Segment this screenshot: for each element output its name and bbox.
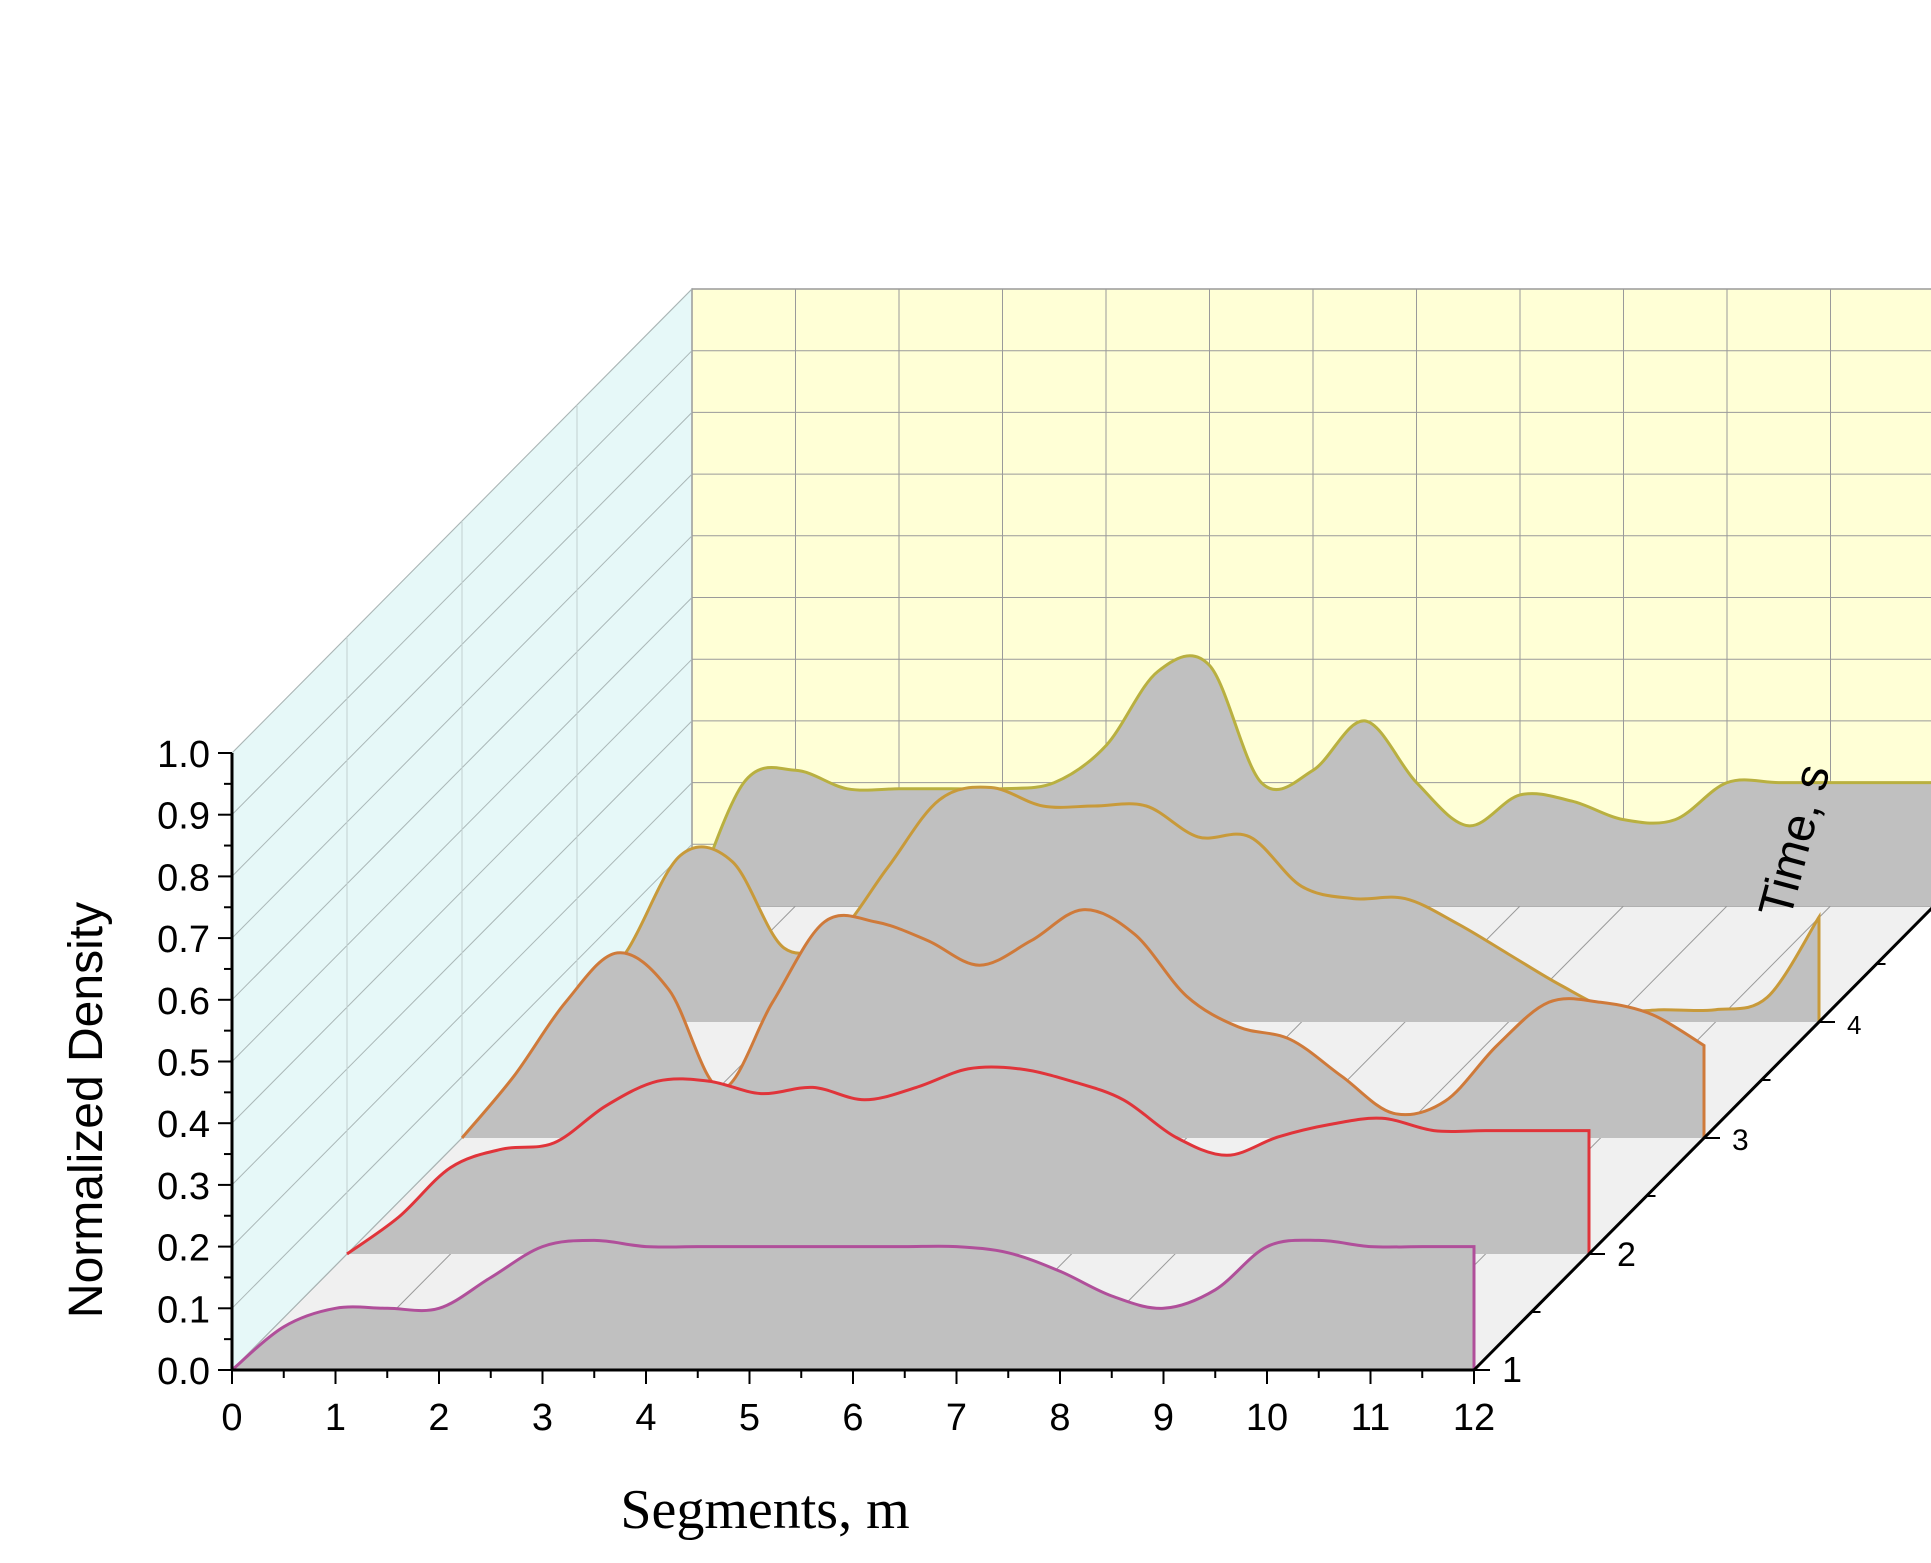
x-axis-title: Segments, m <box>620 1479 909 1541</box>
y-tick-label: 0.5 <box>157 1043 210 1085</box>
y-tick-label: 0.3 <box>157 1166 210 1208</box>
x-tick-label: 8 <box>1049 1397 1070 1439</box>
x-tick-label: 5 <box>739 1397 760 1439</box>
x-tick-label: 12 <box>1453 1397 1495 1439</box>
series-1-area <box>232 1240 1474 1370</box>
x-tick-label: 3 <box>532 1397 553 1439</box>
time-tick-label: 1 <box>1502 1349 1522 1390</box>
y-tick-label: 0.1 <box>157 1289 210 1331</box>
series-2-line <box>346 1065 1591 1256</box>
y-tick-label: 0.4 <box>157 1104 210 1146</box>
time-tick-label: 4 <box>1847 1010 1861 1040</box>
series-1-line <box>231 1238 1476 1372</box>
series-5-line <box>690 654 1931 907</box>
time-tick-label: 2 <box>1617 1236 1636 1274</box>
series-3-area <box>462 909 1704 1138</box>
x-tick-label: 10 <box>1246 1397 1288 1439</box>
y-tick-label: 0.6 <box>157 981 210 1023</box>
x-tick-label: 6 <box>842 1397 863 1439</box>
y-tick-label: 0.2 <box>157 1228 210 1270</box>
y-tick-label: 0.0 <box>157 1351 210 1393</box>
y-tick-label: 1.0 <box>157 734 210 776</box>
y-tick-label: 0.7 <box>157 919 210 961</box>
x-tick-label: 1 <box>325 1397 346 1439</box>
x-tick-label: 9 <box>1153 1397 1174 1439</box>
y-tick-label: 0.9 <box>157 796 210 838</box>
series-3-line <box>460 908 1706 1139</box>
x-tick-label: 0 <box>221 1397 242 1439</box>
series-2-area <box>347 1066 1589 1254</box>
x-tick-label: 2 <box>428 1397 449 1439</box>
x-tick-label: 11 <box>1351 1397 1390 1439</box>
chart-axes: 0.00.10.20.30.40.50.60.70.80.91.00 1 2 3 4 5 6… <box>157 734 1931 1439</box>
y-axis-title: Normalized Density <box>60 902 113 1318</box>
chart-series-group <box>231 654 1931 1372</box>
y-tick-label: 0.8 <box>157 857 210 899</box>
time-tick-label: 3 <box>1732 1124 1749 1157</box>
x-tick-label: 7 <box>946 1397 967 1439</box>
x-tick-label: 4 <box>635 1397 656 1439</box>
